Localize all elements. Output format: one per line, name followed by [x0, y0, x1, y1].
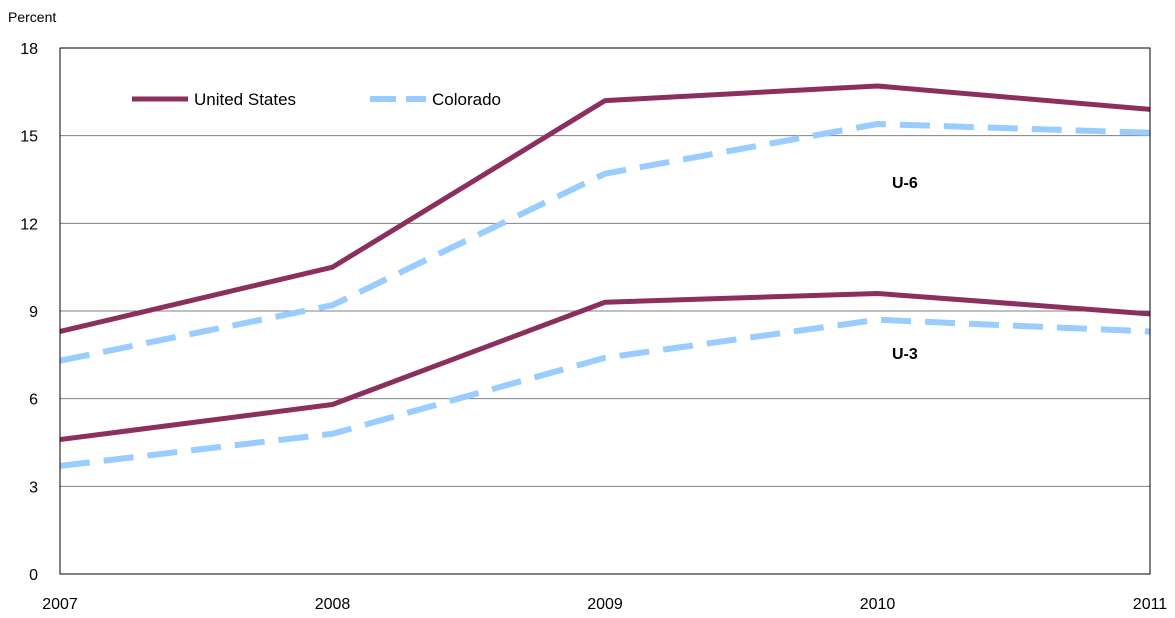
- x-tick-label: 2011: [1133, 596, 1168, 613]
- y-tick-label: 6: [29, 392, 38, 409]
- series-lines: [59, 83, 1151, 469]
- x-tick-label: 2007: [42, 596, 78, 613]
- legend-label: United States: [194, 90, 296, 109]
- annotation-u3: U-3: [892, 346, 918, 363]
- x-tick-labels: 2007 2008 2009 2010 2011: [42, 596, 1167, 613]
- legend: United States Colorado: [132, 90, 501, 109]
- plot-frame: [59, 47, 1151, 575]
- y-tick-label: 18: [20, 41, 38, 58]
- x-tick-label: 2008: [315, 596, 351, 613]
- x-tick-label: 2010: [860, 596, 896, 613]
- series-line-u-6-united-states: [59, 83, 1151, 334]
- annotation-u6: U-6: [892, 175, 918, 192]
- legend-label: Colorado: [432, 90, 501, 109]
- y-tick-label: 0: [29, 567, 38, 584]
- grid-lines: [60, 135, 1150, 487]
- y-tick-label: 15: [20, 129, 38, 146]
- y-tick-label: 9: [29, 304, 38, 321]
- series-line-u-3-colorado: [59, 316, 1151, 469]
- series-line-u-3-united-states: [59, 290, 1151, 443]
- y-tick-labels: 0 3 6 9 12 15 18: [20, 41, 38, 584]
- series-line-u-6-colorado: [59, 120, 1151, 364]
- y-tick-label: 3: [29, 479, 38, 496]
- x-tick-label: 2009: [587, 596, 623, 613]
- y-tick-label: 12: [20, 216, 38, 233]
- y-axis-label: Percent: [8, 9, 56, 25]
